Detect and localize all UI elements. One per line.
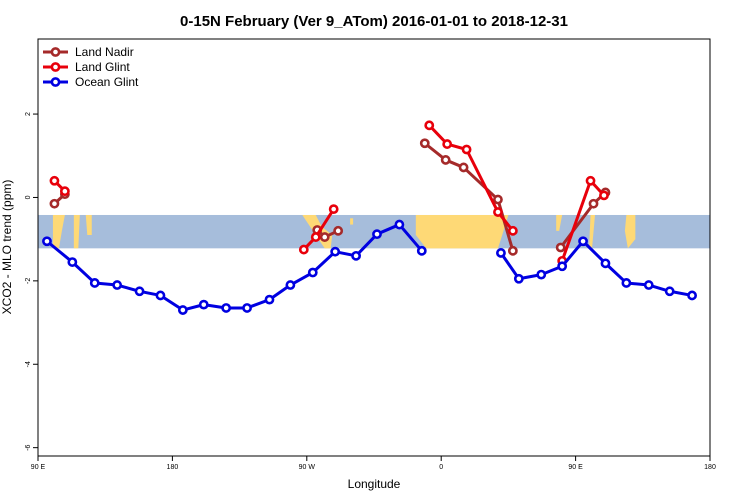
ocean-glint-point-0-17 xyxy=(416,245,427,256)
y-axis-label: XCO2 - MLO trend (ppm) xyxy=(0,180,14,315)
land-region-2 xyxy=(85,214,92,235)
land-glint-point-3-2 xyxy=(599,190,609,201)
land-region-8 xyxy=(624,214,636,249)
land-nadir-point-1-1 xyxy=(319,232,330,242)
series-ocean-glint xyxy=(42,219,697,315)
land-glint-point-2-4 xyxy=(507,225,518,236)
x-tick-label-0: 90 E xyxy=(31,464,46,471)
ocean-glint-point-0-8 xyxy=(221,303,232,313)
x-tick-label-4: 90 E xyxy=(568,464,583,471)
legend-label-land-nadir: Land Nadir xyxy=(75,45,134,59)
ocean-glint-point-0-1 xyxy=(67,257,78,267)
legend-label-ocean-glint: Ocean Glint xyxy=(75,75,139,89)
y-tick-label-2: -2 xyxy=(25,278,32,284)
land-glint-point-2-0 xyxy=(424,120,435,131)
land-region-7 xyxy=(589,214,596,249)
ocean-glint-point-0-5 xyxy=(155,290,166,301)
ocean-glint-point-0-2 xyxy=(89,278,100,288)
ocean-glint-point-1-5 xyxy=(600,258,611,269)
ocean-glint-point-0-3 xyxy=(112,280,123,290)
ocean-glint-line-1 xyxy=(499,239,693,297)
ocean-glint-point-1-9 xyxy=(687,290,697,301)
chart-title: 0-15N February (Ver 9_ATom) 2016-01-01 t… xyxy=(180,13,568,30)
x-axis-label: Longitude xyxy=(348,477,401,491)
land-glint-point-0-1 xyxy=(59,186,70,197)
land-nadir-point-2-4 xyxy=(507,245,518,256)
land-nadir-point-2-2 xyxy=(458,162,469,173)
land-region-5 xyxy=(415,214,509,249)
ocean-glint-point-0-7 xyxy=(198,299,209,310)
x-axis: 90 E 180 90 W 0 90 E 180 xyxy=(31,456,716,471)
ocean-glint-point-0-4 xyxy=(134,286,145,297)
ocean-glint-point-1-6 xyxy=(621,278,632,288)
land-glint-point-3-1 xyxy=(585,175,596,186)
land-nadir-point-1-2 xyxy=(333,225,344,236)
ocean-glint-point-0-6 xyxy=(177,305,188,315)
land-glint-point-1-2 xyxy=(328,204,339,215)
ocean-glint-point-1-1 xyxy=(513,273,524,284)
ocean-glint-point-0-11 xyxy=(285,280,296,290)
x-tick-label-3: 0 xyxy=(439,464,443,471)
land-region-1 xyxy=(73,214,80,249)
land-glint-point-2-3 xyxy=(493,207,503,217)
ocean-glint-point-0-13 xyxy=(330,246,341,257)
ocean-glint-point-0-14 xyxy=(351,250,361,261)
y-tick-label-1: 0 xyxy=(25,195,32,199)
x-tick-label-1: 180 xyxy=(167,464,179,471)
ocean-glint-point-1-3 xyxy=(557,261,568,272)
land-region-4 xyxy=(350,218,354,225)
land-nadir-point-2-3 xyxy=(493,194,503,205)
legend-marker-land-nadir xyxy=(50,47,61,57)
land-glint-point-1-1 xyxy=(310,232,321,242)
ocean-glint-point-1-0 xyxy=(496,248,506,258)
ocean-glint-point-1-7 xyxy=(643,280,654,290)
land-nadir-point-2-0 xyxy=(419,138,430,149)
land-glint-point-2-2 xyxy=(461,144,472,155)
y-tick-label-0: 2 xyxy=(25,112,32,116)
ocean-glint-point-0-15 xyxy=(372,229,382,240)
ocean-glint-point-0-0 xyxy=(42,236,52,247)
y-tick-label-3: -4 xyxy=(25,361,32,367)
land-glint-point-0-0 xyxy=(49,175,60,186)
ocean-glint-point-0-16 xyxy=(394,219,405,230)
legend-marker-ocean-glint xyxy=(50,77,61,87)
land-glint-point-2-1 xyxy=(442,139,453,149)
land-nadir-point-0-0 xyxy=(49,198,60,209)
land-nadir-point-3-0 xyxy=(555,242,566,253)
land-region-6 xyxy=(556,214,563,231)
ocean-glint-point-0-9 xyxy=(242,303,252,313)
y-tick-label-4: -6 xyxy=(25,444,32,450)
land-glint-point-1-0 xyxy=(298,244,309,255)
series-layer xyxy=(42,120,697,315)
ocean-glint-point-0-10 xyxy=(264,294,275,305)
land-nadir-point-2-1 xyxy=(440,155,451,165)
y-axis: 2 0 -2 -4 -6 xyxy=(25,112,38,451)
legend-label-land-glint: Land Glint xyxy=(75,60,130,74)
land-region-0 xyxy=(52,214,65,249)
x-tick-label-5: 180 xyxy=(704,464,716,471)
plot-frame xyxy=(37,38,711,457)
legend-marker-land-glint xyxy=(50,62,61,72)
ocean-glint-point-0-12 xyxy=(307,267,318,278)
x-tick-label-2: 90 W xyxy=(299,464,316,471)
ocean-glint-point-1-4 xyxy=(578,236,588,247)
ocean-glint-point-1-2 xyxy=(536,269,547,280)
ocean-glint-point-1-8 xyxy=(664,286,675,297)
land-nadir-point-3-1 xyxy=(588,198,599,209)
series-land-glint xyxy=(49,120,609,266)
